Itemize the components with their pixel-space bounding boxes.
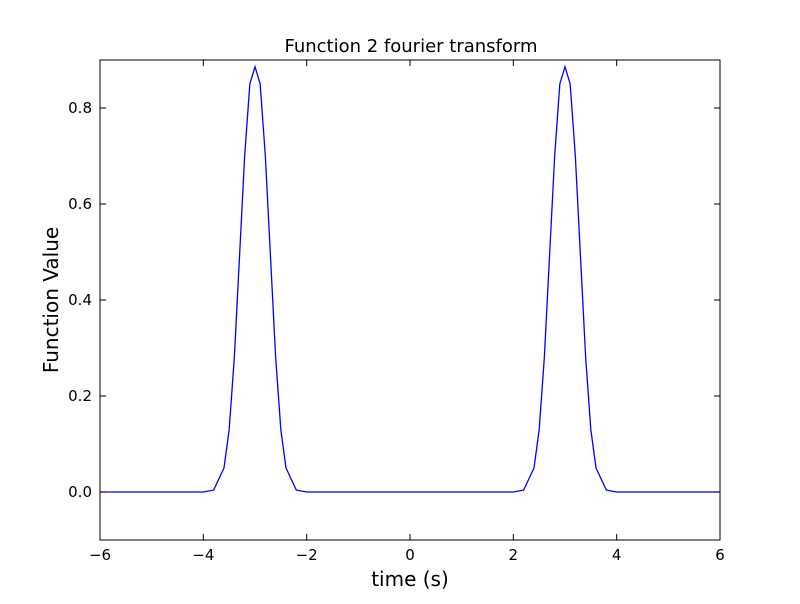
y-tick-label: 0.2: [68, 387, 92, 405]
y-tick-label: 0.0: [68, 483, 92, 501]
y-tick-label: 0.8: [68, 99, 92, 117]
y-tick-label: 0.4: [68, 291, 92, 309]
plot-area: [100, 64, 720, 493]
x-tick-label: −4: [192, 546, 214, 564]
series-line: [100, 64, 720, 493]
x-axis-ticks: −6 −4 −2 0 2 4 6: [89, 60, 725, 564]
x-tick-label: 0: [405, 546, 415, 564]
y-tick-label: 0.6: [68, 195, 92, 213]
y-axis-ticks: 0.0 0.2 0.4 0.6 0.8: [68, 99, 720, 501]
x-axis-label: time (s): [371, 567, 449, 591]
x-tick-label: 6: [715, 546, 725, 564]
x-tick-label: 2: [509, 546, 519, 564]
x-tick-label: −2: [296, 546, 318, 564]
chart-title: Function 2 fourier transform: [284, 36, 537, 57]
x-tick-label: 4: [612, 546, 622, 564]
y-axis-label: Function Value: [39, 227, 63, 373]
x-tick-label: −6: [89, 546, 111, 564]
axes-frame: [99, 59, 721, 541]
